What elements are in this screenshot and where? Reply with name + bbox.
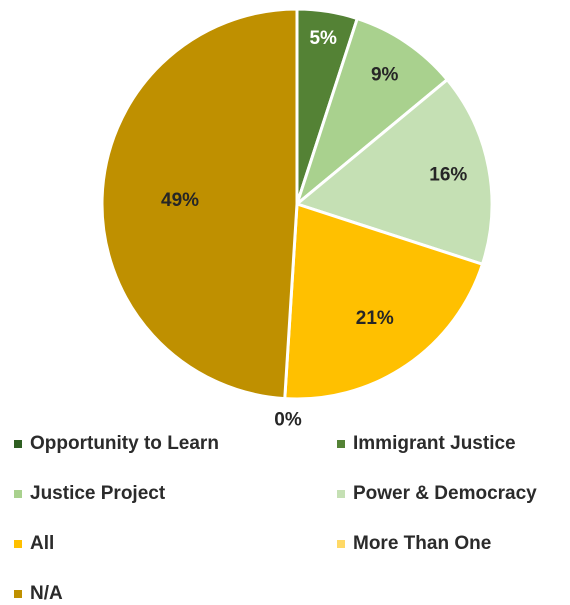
pie-slice-all <box>283 202 484 401</box>
data-label-more-than-one: 0% <box>274 410 302 431</box>
data-label-n-a: 49% <box>161 190 199 211</box>
pie-slice-justice-project <box>295 17 449 206</box>
data-label-all: 21% <box>356 308 394 329</box>
data-label-power-democracy: 16% <box>429 165 467 186</box>
data-label-immigrant-justice: 5% <box>309 28 337 49</box>
pie-slice-power-democracy <box>295 78 494 266</box>
pie-slice-n-a <box>100 7 299 401</box>
data-label-justice-project: 9% <box>371 64 399 85</box>
